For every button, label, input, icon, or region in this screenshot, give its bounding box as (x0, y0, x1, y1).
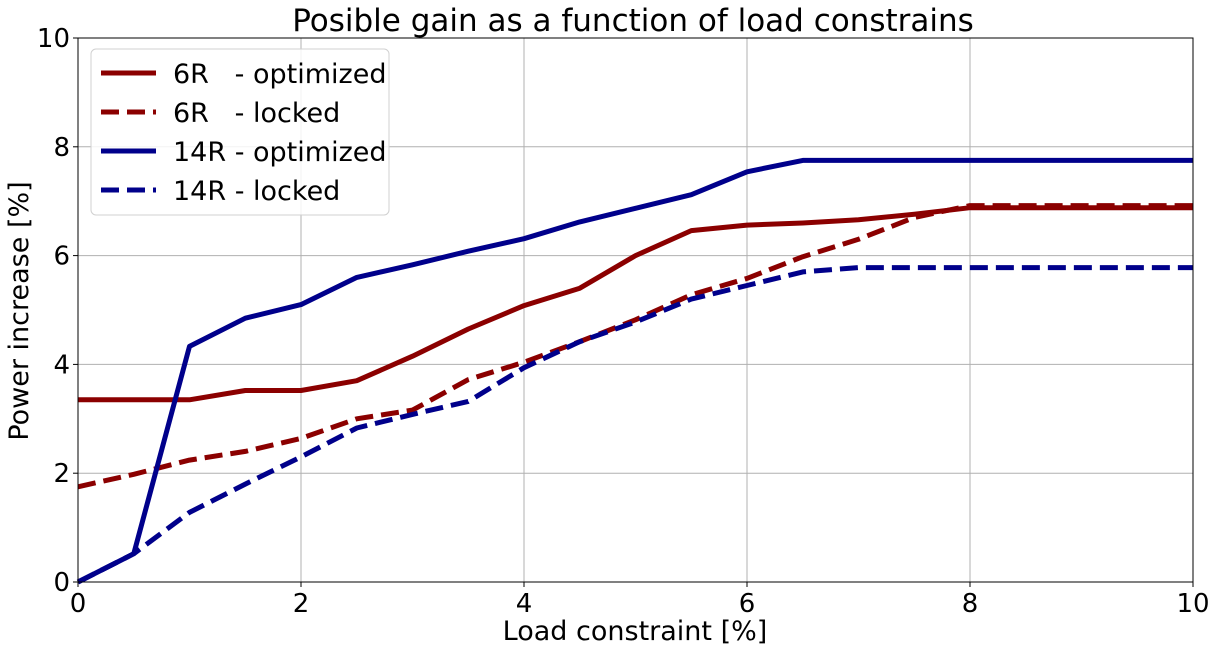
x-tick-label: 0 (70, 589, 87, 619)
x-tick-label: 10 (1176, 589, 1209, 619)
plot-frame (77, 37, 1194, 583)
x-tick-label: 2 (293, 589, 310, 619)
ticks: 0 2 4 6 8 10 0 2 4 6 8 10 (37, 24, 1210, 619)
x-tick-label: 8 (962, 589, 979, 619)
y-tick-label: 10 (37, 24, 70, 54)
x-tick-label: 4 (516, 589, 533, 619)
series-layer (76, 157, 1193, 585)
legend-label-2: 14R - optimized (173, 137, 387, 168)
y-tick-label: 4 (53, 350, 70, 380)
y-axis-label: Power increase [%] (4, 181, 35, 440)
legend: 6R - optimized 6R - locked 14R - optimized… (90, 48, 390, 216)
y-tick-label: 2 (53, 459, 70, 489)
y-tick-label: 0 (53, 568, 70, 598)
legend-label-0: 6R - optimized (173, 59, 386, 90)
x-tick-label: 6 (739, 589, 756, 619)
legend-label-3: 14R - locked (173, 176, 340, 207)
x-axis-label: Load constraint [%] (503, 616, 768, 647)
chart-title: Posible gain as a function of load const… (292, 3, 974, 39)
series-line-1 (77, 203, 1193, 490)
legend-box (90, 48, 390, 216)
y-tick-label: 8 (53, 133, 70, 163)
legend-label-1: 6R - locked (173, 98, 340, 129)
y-tick-label: 6 (53, 242, 70, 272)
series-line-2 (76, 157, 1193, 585)
series-line-3 (76, 265, 1193, 585)
